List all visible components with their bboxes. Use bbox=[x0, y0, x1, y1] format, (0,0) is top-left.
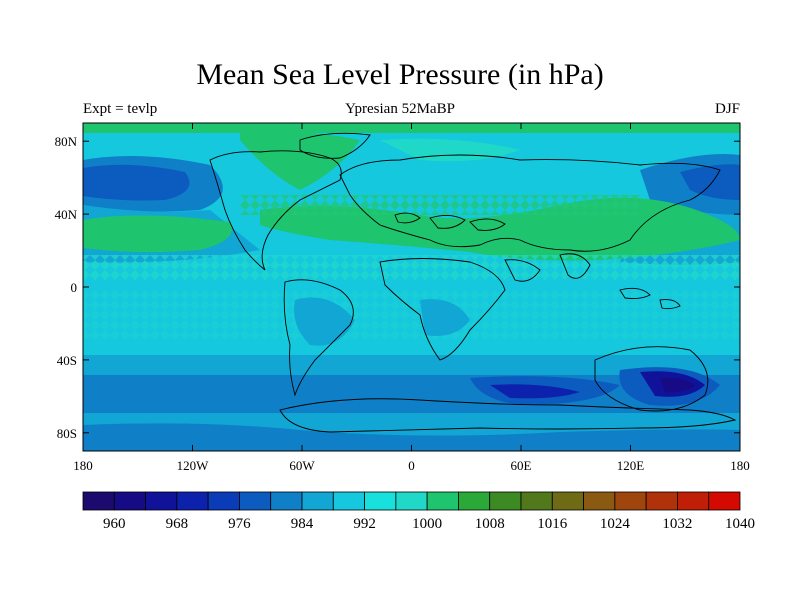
lat-tick-label: 0 bbox=[71, 280, 78, 295]
lon-tick-label: 60W bbox=[289, 458, 315, 473]
colorbar-label: 1024 bbox=[600, 516, 631, 532]
colorbar-label: 1040 bbox=[725, 516, 755, 532]
colorbar-swatch bbox=[614, 491, 647, 511]
colorbar-swatch bbox=[520, 491, 553, 511]
colorbar-label: 968 bbox=[166, 516, 189, 532]
colorbar-label: 992 bbox=[353, 516, 376, 532]
colorbar-swatch bbox=[239, 491, 272, 511]
period-label: Ypresian 52MaBP bbox=[345, 101, 455, 117]
colorbar-swatch bbox=[395, 491, 428, 511]
colorbar-swatch bbox=[145, 491, 178, 511]
colorbar-swatch bbox=[207, 491, 240, 511]
colorbar-label: 1032 bbox=[662, 516, 692, 532]
lon-tick-label: 60E bbox=[511, 458, 532, 473]
colorbar-swatch bbox=[489, 491, 522, 511]
colorbar-label: 960 bbox=[103, 516, 126, 532]
lon-tick-label: 0 bbox=[408, 458, 415, 473]
colorbar-swatch bbox=[82, 491, 115, 511]
lat-tick-label: 40N bbox=[55, 207, 78, 222]
colorbar-swatch bbox=[677, 491, 710, 511]
lat-tick-label: 80N bbox=[55, 134, 78, 149]
colorbar-swatch bbox=[583, 491, 616, 511]
map-title: Mean Sea Level Pressure (in hPa) bbox=[196, 58, 604, 91]
colorbar-swatch bbox=[551, 491, 584, 511]
colorbar-swatch bbox=[113, 491, 146, 511]
colorbar: 960 968 976 984 992 1000 1008 1016 1024 1032 1040 bbox=[82, 491, 755, 532]
colorbar-swatch bbox=[708, 491, 741, 511]
colorbar-swatch bbox=[301, 491, 334, 511]
colorbar-swatch bbox=[364, 491, 397, 511]
lon-tick-label: 120E bbox=[617, 458, 645, 473]
experiment-label: Expt = tevlp bbox=[83, 101, 158, 117]
colorbar-swatch bbox=[270, 491, 303, 511]
colorbar-swatch bbox=[332, 491, 365, 511]
coastlines bbox=[209, 132, 737, 433]
colorbar-label: 1008 bbox=[475, 516, 505, 532]
colorbar-swatch bbox=[458, 491, 491, 511]
colorbar-label: 1016 bbox=[537, 516, 568, 532]
season-label: DJF bbox=[714, 101, 740, 117]
lon-tick-label: 120W bbox=[177, 458, 210, 473]
colorbar-label: 1000 bbox=[412, 516, 442, 532]
pressure-field bbox=[83, 123, 740, 451]
colorbar-label: 984 bbox=[291, 516, 314, 532]
colorbar-label: 976 bbox=[228, 516, 251, 532]
lon-tick-label: 180 bbox=[730, 458, 750, 473]
colorbar-swatch bbox=[176, 491, 209, 511]
colorbar-swatch bbox=[426, 491, 459, 511]
lat-tick-label: 40S bbox=[57, 353, 77, 368]
lat-tick-label: 80S bbox=[57, 426, 77, 441]
axis-ticks: 180 120W 60W 0 60E 120E 180 80N 40N 0 40S 80S bbox=[55, 123, 750, 473]
colorbar-swatch bbox=[645, 491, 678, 511]
lon-tick-label: 180 bbox=[73, 458, 93, 473]
